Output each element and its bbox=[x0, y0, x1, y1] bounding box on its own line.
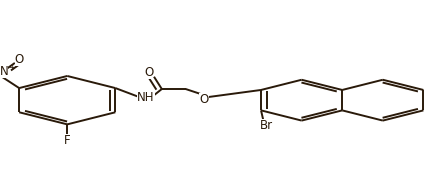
Text: O: O bbox=[14, 53, 24, 66]
Text: +: + bbox=[8, 63, 16, 72]
Text: F: F bbox=[64, 135, 71, 147]
Text: N: N bbox=[0, 65, 8, 77]
Text: Br: Br bbox=[260, 119, 273, 132]
Text: O: O bbox=[199, 93, 209, 106]
Text: O: O bbox=[144, 66, 154, 79]
Text: NH: NH bbox=[137, 91, 155, 104]
